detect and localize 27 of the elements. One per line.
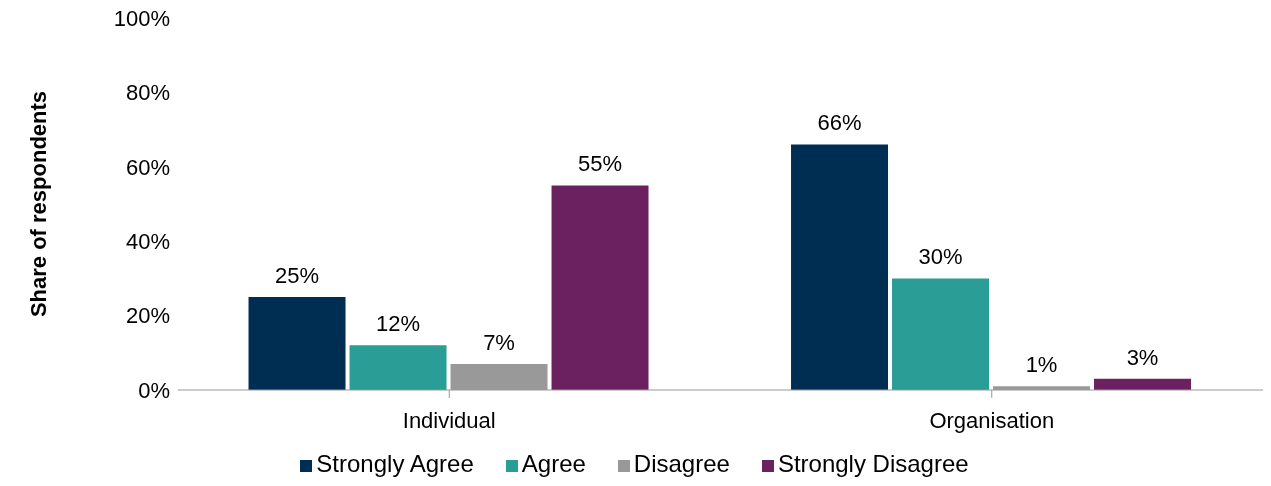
bar	[248, 297, 346, 390]
y-tick-label: 20%	[125, 303, 170, 329]
y-tick-label: 40%	[125, 229, 170, 255]
legend-label: Strongly Disagree	[777, 450, 969, 477]
data-label: 25%	[275, 263, 320, 288]
bar	[892, 278, 990, 390]
data-label: 30%	[918, 244, 963, 270]
x-tick-label: Individual	[402, 407, 496, 433]
y-axis-title: Share of respondents	[25, 90, 51, 318]
y-tick-label: 0%	[138, 377, 170, 403]
y-tick-label: 60%	[125, 154, 170, 180]
data-label: 1%	[1025, 352, 1058, 378]
x-tick-label: Organisation	[929, 407, 1055, 433]
data-label: 66%	[817, 110, 862, 136]
bar	[1094, 378, 1192, 390]
legend-label: Strongly Agree	[316, 450, 474, 477]
bar	[551, 185, 649, 390]
y-tick-label: 100%	[113, 5, 170, 31]
bar	[349, 345, 447, 390]
data-label: 55%	[578, 151, 623, 177]
legend-label: Disagree	[633, 450, 730, 477]
data-label: 12%	[376, 311, 421, 337]
y-tick-label: 80%	[125, 80, 170, 106]
bar	[791, 144, 889, 390]
legend-label: Agree	[521, 450, 586, 477]
data-label: 7%	[483, 329, 515, 355]
data-label: 3%	[1126, 344, 1159, 370]
